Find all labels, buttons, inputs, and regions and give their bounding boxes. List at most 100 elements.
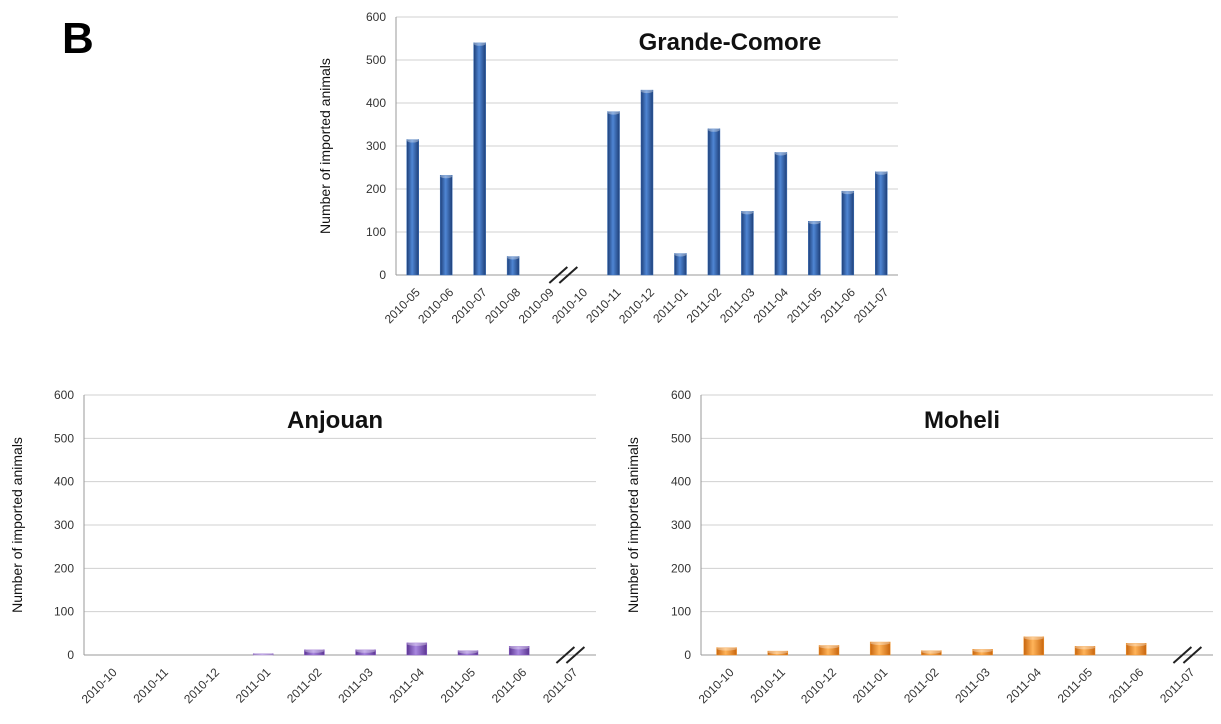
x-tick-label: 2010-12: [181, 665, 222, 706]
bar-2011-04: [774, 152, 788, 276]
y-tick-label: 600: [366, 10, 386, 24]
x-tick-label: 2011-04: [751, 285, 792, 326]
axis-break-mark: [565, 646, 586, 664]
y-tick-label: 400: [54, 475, 74, 489]
y-tick-label: 100: [671, 605, 691, 619]
x-tick-label: 2011-01: [850, 665, 891, 706]
bar-2011-03: [355, 649, 376, 656]
y-tick-label: 0: [67, 648, 74, 662]
x-tick-label: 2011-06: [489, 665, 530, 706]
y-tick-label: 600: [671, 388, 691, 402]
axis-break-mark: [555, 646, 576, 664]
x-tick-label: 2011-07: [540, 665, 581, 706]
y-tick-label: 300: [671, 518, 691, 532]
x-tick-label: 2011-01: [233, 665, 274, 706]
y-tick-label: 400: [671, 475, 691, 489]
x-tick-label: 2010-11: [583, 285, 624, 326]
bar-2011-02: [304, 649, 325, 656]
bar-2011-06: [841, 190, 855, 276]
bar-cap: [355, 648, 376, 653]
bar-2011-01: [674, 253, 687, 276]
x-tick-label: 2010-10: [696, 665, 737, 706]
y-tick-label: 0: [684, 648, 691, 662]
axis-break-mark: [1182, 646, 1203, 664]
bar-2011-05: [1074, 646, 1096, 656]
axis-break-mark: [558, 266, 578, 284]
bar-cap: [253, 652, 274, 657]
x-tick-label: 2010-12: [616, 285, 657, 326]
x-tick-label: 2011-06: [818, 285, 859, 326]
bar-cap: [509, 645, 530, 650]
bar-2011-03: [741, 211, 754, 276]
x-tick-label: 2010-08: [482, 285, 523, 326]
y-tick-label: 500: [54, 431, 74, 445]
y-tick-label: 200: [366, 182, 386, 196]
bar-cap: [921, 649, 942, 654]
bar-cap: [774, 151, 787, 156]
bar-2011-04: [406, 642, 428, 656]
bar-2011-01: [869, 641, 891, 656]
x-tick-label: 2010-11: [748, 665, 789, 706]
bar-cap: [819, 644, 839, 649]
bar-cap: [406, 641, 427, 646]
chart-title: Grande-Comore: [639, 29, 822, 56]
bar-cap: [707, 127, 720, 132]
x-tick-label: 2010-05: [382, 285, 423, 326]
x-tick-label: 2010-10: [79, 665, 120, 706]
bar-2010-05: [406, 139, 419, 276]
bar-2011-03: [972, 649, 993, 656]
bar-cap: [716, 646, 737, 651]
chart-0: 0 100 200 300 400 500 600 2010-052010-062010-07…: [317, 10, 898, 326]
bar-2011-04: [1023, 636, 1045, 656]
bar-cap: [406, 138, 419, 143]
bar-2010-12: [640, 89, 654, 276]
y-tick-label: 100: [366, 225, 386, 239]
panel-label: B: [62, 14, 94, 63]
x-tick-label: 2010-07: [449, 285, 490, 326]
bar-cap: [741, 210, 754, 215]
x-tick-label: 2011-05: [784, 285, 825, 326]
bar-cap: [1126, 642, 1147, 647]
bar-2011-06: [1125, 643, 1147, 656]
x-tick-label: 2011-01: [650, 285, 691, 326]
y-tick-label: 200: [54, 561, 74, 575]
bar-cap: [1075, 645, 1095, 650]
x-tick-label: 2011-05: [1055, 665, 1096, 706]
x-tick-label: 2010-10: [549, 285, 590, 326]
bar-2011-06: [508, 646, 530, 656]
y-tick-label: 600: [54, 388, 74, 402]
bar-cap: [607, 110, 620, 115]
x-tick-label: 2010-06: [415, 285, 456, 326]
bar-cap: [841, 190, 854, 195]
bar-2010-06: [439, 174, 453, 276]
y-tick-label: 500: [671, 431, 691, 445]
bar-2010-11: [607, 111, 620, 276]
chart-title: Moheli: [924, 407, 1000, 434]
y-tick-label: 200: [671, 561, 691, 575]
x-tick-label: 2011-06: [1106, 665, 1147, 706]
bar-2011-01: [252, 653, 274, 656]
chart-1: 0 100 200 300 400 500 600 2010-10 2010-11 2010-12…: [9, 388, 596, 706]
bar-cap: [304, 648, 325, 653]
bar-2011-02: [707, 128, 721, 276]
x-tick-label: 2011-07: [1157, 665, 1198, 706]
bar-2010-07: [473, 42, 486, 276]
chart-title: Anjouan: [287, 407, 383, 434]
x-tick-label: 2011-07: [851, 285, 892, 326]
x-tick-label: 2011-02: [284, 665, 325, 706]
bar-2010-10: [716, 647, 737, 656]
y-tick-label: 400: [366, 96, 386, 110]
y-tick-label: 300: [366, 139, 386, 153]
x-tick-label: 2010-12: [798, 665, 839, 706]
bar-cap: [473, 41, 486, 46]
y-axis-label: Number of imported animals: [9, 437, 25, 613]
bar-cap: [870, 641, 891, 645]
y-tick-label: 500: [366, 53, 386, 67]
x-tick-label: 2010-11: [131, 665, 172, 706]
x-tick-label: 2011-02: [901, 665, 942, 706]
y-axis-label: Number of imported animals: [625, 437, 641, 613]
x-tick-label: 2011-05: [438, 665, 479, 706]
bar-cap: [972, 648, 993, 653]
bar-2011-05: [808, 221, 821, 276]
